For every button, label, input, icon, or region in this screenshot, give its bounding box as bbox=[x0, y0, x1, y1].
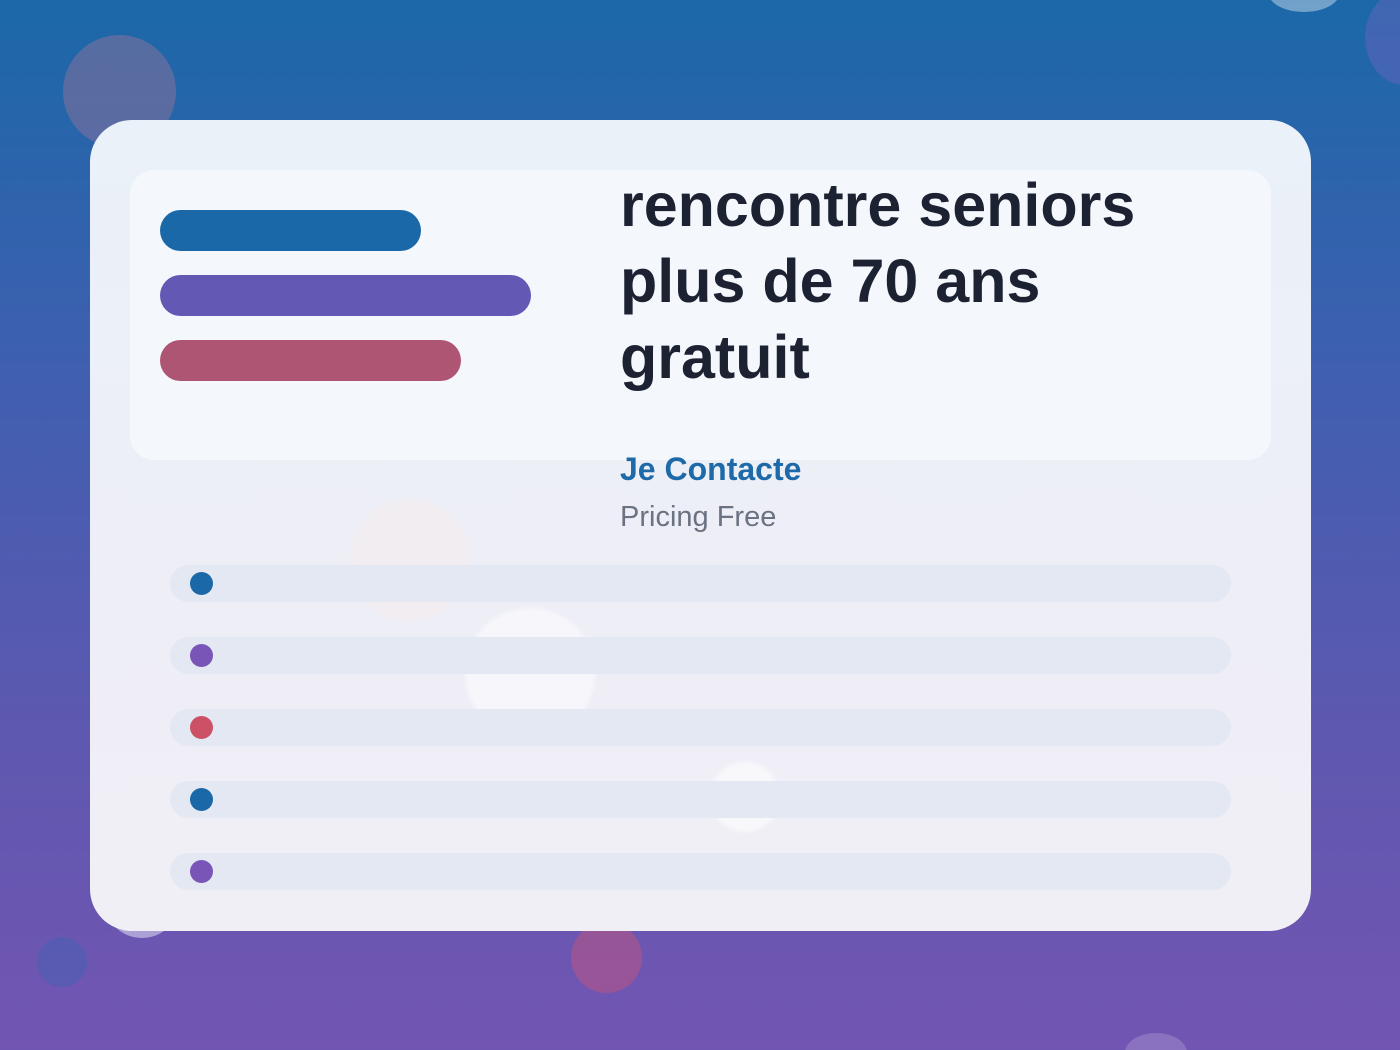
background-bubble bbox=[37, 937, 87, 987]
list-item bbox=[170, 709, 1231, 746]
background-bubble bbox=[1125, 1033, 1187, 1050]
accent-bar bbox=[160, 275, 531, 316]
accent-bar bbox=[160, 210, 421, 251]
list-item bbox=[170, 853, 1231, 890]
list-item bbox=[170, 781, 1231, 818]
bullet-dot-icon bbox=[190, 860, 213, 883]
accent-bar bbox=[160, 340, 461, 381]
bullet-dot-icon bbox=[190, 644, 213, 667]
bullet-dot-icon bbox=[190, 572, 213, 595]
main-card: rencontre seniors plus de 70 ans gratuit… bbox=[90, 120, 1311, 931]
background-bubble bbox=[571, 922, 642, 993]
bullet-dot-icon bbox=[190, 716, 213, 739]
page-title: rencontre seniors plus de 70 ans gratuit bbox=[620, 171, 1136, 391]
list-item bbox=[170, 637, 1231, 674]
feature-list bbox=[170, 565, 1231, 925]
background-bubble bbox=[1268, 0, 1340, 12]
list-item bbox=[170, 565, 1231, 602]
background-bubble bbox=[1365, 0, 1400, 85]
bullet-dot-icon bbox=[190, 788, 213, 811]
pricing-text: Pricing Free bbox=[620, 501, 777, 533]
hero-panel bbox=[130, 170, 1271, 460]
contact-link[interactable]: Je Contacte bbox=[620, 451, 802, 487]
